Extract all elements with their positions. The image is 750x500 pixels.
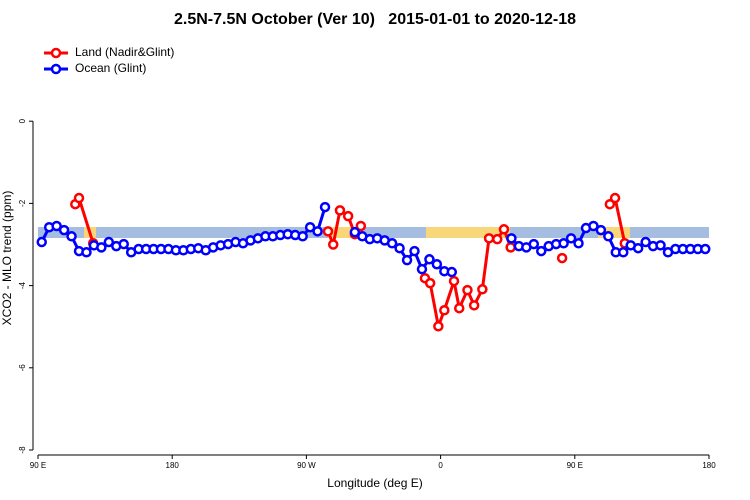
y-tick-label: -6 [18, 364, 27, 372]
land-band [328, 227, 364, 238]
point [58, 224, 70, 236]
point [483, 233, 495, 244]
legend-marker [50, 63, 62, 75]
point [51, 220, 62, 232]
ocean-band [38, 227, 709, 238]
point [565, 233, 577, 244]
point [700, 243, 711, 255]
point [36, 236, 47, 248]
point [103, 236, 115, 248]
y-tick-label: 0 [18, 118, 27, 123]
point [595, 224, 607, 236]
point [468, 300, 480, 311]
point [424, 277, 436, 289]
point [66, 231, 77, 242]
legend-label: Land (Nadir&Glint) [75, 45, 174, 59]
point [588, 220, 599, 232]
land-band [426, 227, 510, 238]
point [536, 245, 547, 257]
point [409, 245, 420, 257]
point [334, 205, 346, 216]
point [505, 242, 516, 253]
point [118, 238, 129, 250]
point [73, 192, 85, 204]
land-band [598, 227, 630, 238]
point [401, 254, 413, 266]
point [604, 198, 616, 210]
legend-label: Ocean (Glint) [75, 61, 146, 75]
point [424, 254, 435, 265]
x-tick-label: 90 E [567, 461, 583, 470]
point [322, 226, 334, 237]
point [304, 221, 316, 233]
point [446, 266, 458, 278]
legend-box [38, 42, 183, 78]
point [603, 231, 614, 242]
point [416, 263, 428, 275]
point [439, 305, 450, 316]
y-tick-label: -8 [18, 446, 27, 454]
point [386, 238, 398, 249]
point [528, 238, 540, 250]
point [433, 321, 444, 332]
point [556, 252, 568, 264]
point [498, 224, 510, 235]
x-axis-label: Longitude (deg E) [327, 476, 422, 490]
y-tick-label: -2 [18, 199, 27, 207]
x-tick-label: 180 [166, 461, 180, 470]
x-tick-label: 90 W [297, 461, 316, 470]
y-tick-label: -4 [18, 281, 27, 289]
point [355, 220, 367, 232]
point [655, 240, 666, 251]
point [573, 238, 584, 249]
point [477, 284, 488, 295]
point [558, 238, 569, 249]
x-tick-label: 90 E [30, 461, 46, 470]
point [632, 242, 644, 254]
point [640, 236, 651, 248]
point [319, 201, 331, 213]
point [506, 233, 517, 244]
series [70, 192, 631, 332]
point [609, 192, 621, 204]
point [81, 247, 92, 258]
point [312, 226, 323, 237]
point [453, 302, 465, 314]
point [394, 242, 405, 254]
legend-marker [50, 47, 62, 59]
point [327, 239, 339, 250]
point [462, 284, 473, 296]
point [492, 233, 503, 245]
point [349, 226, 361, 238]
x-tick-label: 0 [438, 461, 443, 470]
point [431, 258, 443, 270]
x-tick-label: 180 [702, 461, 716, 470]
point [448, 275, 460, 287]
y-axis-label: XCO2 - MLO trend (ppm) [0, 191, 14, 326]
point [618, 247, 629, 258]
point [297, 231, 308, 242]
series [36, 201, 711, 278]
chart-title: 2.5N-7.5N October (Ver 10) 2015-01-01 to… [174, 11, 576, 28]
point [342, 210, 354, 222]
point [96, 242, 107, 253]
